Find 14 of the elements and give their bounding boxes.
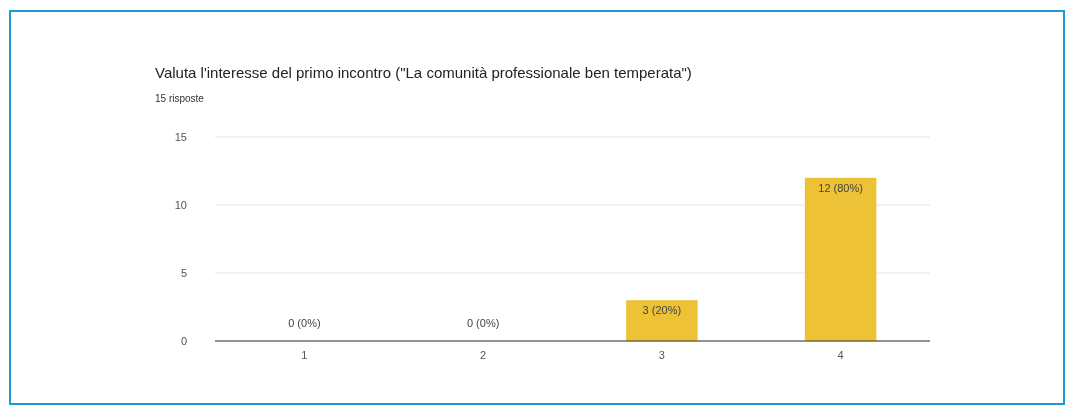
y-tick-label: 0 bbox=[180, 334, 187, 347]
data-label: 12 (80%) bbox=[818, 181, 863, 194]
y-tick-label: 15 bbox=[174, 130, 187, 143]
x-tick-label: 1 bbox=[301, 349, 308, 361]
y-tick-label: 10 bbox=[174, 198, 187, 211]
chart-subtitle: 15 risposte bbox=[155, 93, 205, 104]
data-label: 0 (0%) bbox=[288, 317, 321, 329]
chart-title: Valuta l'interesse del primo incontro ("La comunità professionale ben temperata") bbox=[155, 64, 692, 81]
x-tick-label: 4 bbox=[837, 349, 844, 361]
data-label: 3 (20%) bbox=[642, 304, 682, 317]
data-label: 0 (0%) bbox=[466, 317, 500, 329]
x-tick-label: 2 bbox=[480, 349, 487, 361]
x-tick-label: 3 bbox=[658, 349, 665, 361]
y-tick-label: 5 bbox=[180, 266, 187, 279]
